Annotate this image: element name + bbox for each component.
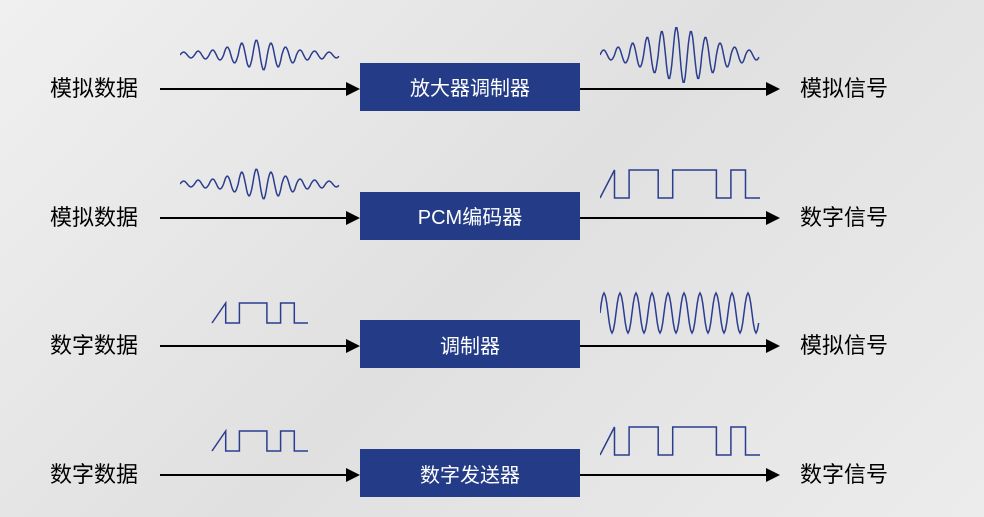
output-label: 数字信号 bbox=[800, 457, 910, 497]
input-label: 模拟数据 bbox=[50, 200, 160, 240]
output-wave-icon bbox=[600, 283, 760, 333]
output-wave-icon bbox=[600, 154, 760, 204]
input-label: 数字数据 bbox=[50, 328, 160, 368]
input-wave-icon bbox=[180, 154, 340, 204]
processor-box: 放大器调制器 bbox=[360, 63, 580, 111]
output-arrow-section bbox=[580, 406, 780, 497]
input-label: 数字数据 bbox=[50, 457, 160, 497]
processor-box: 调制器 bbox=[360, 320, 580, 368]
input-arrow-section bbox=[160, 278, 360, 369]
input-arrow-section bbox=[160, 149, 360, 240]
diagram-container: 模拟数据 放大器调制器 模拟信号 模拟数据 PCM编码器 数字信号 数字数据 调… bbox=[0, 0, 984, 517]
row-2: 数字数据 调制器 模拟信号 bbox=[50, 278, 934, 369]
output-wave-icon bbox=[600, 411, 760, 461]
output-label: 模拟信号 bbox=[800, 328, 910, 368]
input-wave-icon bbox=[180, 283, 340, 333]
row-0: 模拟数据 放大器调制器 模拟信号 bbox=[50, 20, 934, 111]
output-arrow-section bbox=[580, 149, 780, 240]
input-arrow-section bbox=[160, 406, 360, 497]
row-3: 数字数据 数字发送器 数字信号 bbox=[50, 406, 934, 497]
processor-box: 数字发送器 bbox=[360, 449, 580, 497]
input-label: 模拟数据 bbox=[50, 71, 160, 111]
output-arrow-section bbox=[580, 278, 780, 369]
input-arrow-section bbox=[160, 20, 360, 111]
processor-box: PCM编码器 bbox=[360, 192, 580, 240]
input-wave-icon bbox=[180, 411, 340, 461]
input-wave-icon bbox=[180, 25, 340, 75]
output-label: 模拟信号 bbox=[800, 71, 910, 111]
output-arrow-section bbox=[580, 20, 780, 111]
row-1: 模拟数据 PCM编码器 数字信号 bbox=[50, 149, 934, 240]
output-wave-icon bbox=[600, 25, 760, 75]
output-label: 数字信号 bbox=[800, 200, 910, 240]
